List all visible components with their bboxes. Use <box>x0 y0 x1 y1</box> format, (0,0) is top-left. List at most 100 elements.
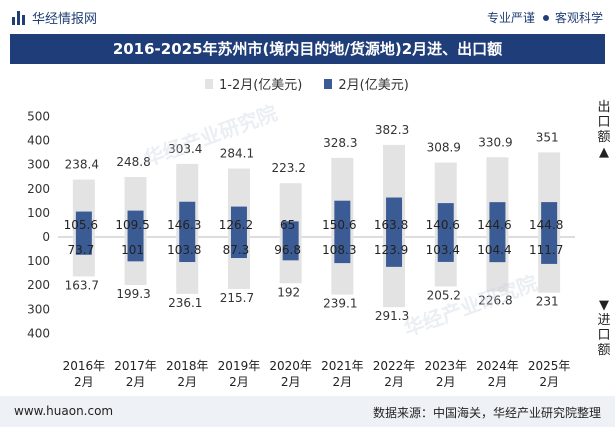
bar-feb-export <box>75 211 92 237</box>
bar-feb-export <box>282 221 299 237</box>
label-feb-import: 123.9 <box>374 243 408 257</box>
label-feb-export: 144.6 <box>477 218 511 232</box>
legend-item-feb[interactable]: 2月(亿美元) <box>324 74 409 93</box>
label-jan-feb-import: 236.1 <box>168 296 202 310</box>
label-feb-import: 104.4 <box>477 243 511 257</box>
x-tick-label: 2017年 <box>114 359 157 373</box>
y-tick-label: 200 <box>27 278 50 292</box>
label-feb-import: 108.3 <box>322 243 356 257</box>
brand-name: 华经情报网 <box>32 12 98 27</box>
tagline-left: 专业严谨 <box>486 11 535 25</box>
import-side-text: 进口额 <box>597 313 611 358</box>
label-jan-feb-import: 215.7 <box>220 291 254 305</box>
chart-legend: 1-2月(亿美元) 2月(亿美元) <box>205 74 409 93</box>
chart-plot: 400 300 200 100 0 100 200 300 400 500 238.4 163.7 10… <box>27 110 575 389</box>
bar-feb-export <box>230 206 247 237</box>
x-tick-label: 2022年 <box>373 359 416 373</box>
footer: www.huaon.com 数据来源：中国海关，华经产业研究院整理 <box>0 396 615 427</box>
label-feb-export: 105.6 <box>64 218 98 232</box>
bar-feb-export <box>541 202 558 237</box>
dot-icon <box>542 15 549 21</box>
y-tick-label: 400 <box>27 134 50 148</box>
legend-label-feb: 2月(亿美元) <box>338 78 409 93</box>
x-tick-label: 2018年 <box>166 359 209 373</box>
label-feb-import: 101 <box>121 243 144 257</box>
label-feb-import: 87.3 <box>223 243 250 257</box>
bar-feb-export <box>334 200 351 237</box>
label-jan-feb-export: 308.9 <box>427 141 461 155</box>
brand[interactable]: 华经情报网 <box>12 8 97 27</box>
x-tick-label: 2月 <box>281 375 301 389</box>
label-feb-import: 103.4 <box>426 243 460 257</box>
export-side-label: 出口额 ▲ <box>597 100 611 160</box>
x-tick-label: 2023年 <box>424 359 467 373</box>
x-tick-label: 2月 <box>436 375 456 389</box>
x-tick-label: 2月 <box>126 375 146 389</box>
y-tick-label: 300 <box>27 158 50 172</box>
bar-feb-import <box>541 237 558 264</box>
legend-swatch-jan-feb <box>205 78 213 89</box>
y-tick-label: 0 <box>42 230 50 244</box>
x-tick-label: 2月 <box>384 375 404 389</box>
label-jan-feb-export: 284.1 <box>220 147 254 161</box>
x-tick-label: 2016年 <box>63 359 106 373</box>
label-jan-feb-import: 239.1 <box>323 297 357 311</box>
up-arrow-icon: ▲ <box>599 145 609 160</box>
legend-swatch-feb <box>324 78 333 89</box>
footer-url[interactable]: www.huaon.com <box>14 404 114 418</box>
legend-item-jan-feb[interactable]: 1-2月(亿美元) <box>205 74 302 93</box>
x-tick-label: 2月 <box>333 375 353 389</box>
y-tick-label: 500 <box>27 110 50 124</box>
bar-feb-export <box>179 201 196 237</box>
import-side-label: ▼ 进口额 <box>597 298 611 358</box>
x-tick-label: 2月 <box>229 375 249 389</box>
bar-feb-export <box>386 197 403 237</box>
label-jan-feb-export: 238.4 <box>65 158 99 172</box>
x-tick-label: 2024年 <box>476 359 519 373</box>
bar-feb-import <box>230 237 247 259</box>
bar-feb-export <box>127 210 144 237</box>
footer-source: 数据来源：中国海关，华经产业研究院整理 <box>372 406 601 420</box>
bar-feb-import <box>334 237 351 264</box>
x-tick-label: 2月 <box>488 375 508 389</box>
label-jan-feb-export: 382.3 <box>375 123 409 137</box>
y-tick-label: 100 <box>27 254 50 268</box>
label-feb-export: 140.6 <box>426 218 460 232</box>
label-feb-export: 109.5 <box>115 218 149 232</box>
x-tick-label: 2月 <box>177 375 197 389</box>
chart-title: 2016-2025年苏州市(境内目的地/货源地)2月进、出口额 <box>112 40 503 58</box>
label-feb-export: 163.8 <box>374 218 408 232</box>
x-tick-label: 2020年 <box>269 359 312 373</box>
title-bar: 2016-2025年苏州市(境内目的地/货源地)2月进、出口额 <box>10 34 605 64</box>
label-jan-feb-export: 248.8 <box>116 155 150 169</box>
label-jan-feb-import: 231 <box>536 295 559 309</box>
label-jan-feb-export: 223.2 <box>271 161 305 175</box>
y-tick-label: 200 <box>27 182 50 196</box>
label-jan-feb-import: 291.3 <box>375 309 409 323</box>
label-jan-feb-import: 199.3 <box>116 287 150 301</box>
bar-feb-export <box>489 202 506 237</box>
label-jan-feb-export: 351 <box>536 130 559 144</box>
y-tick-label: 400 <box>27 326 50 340</box>
bar-feb-import <box>282 237 299 261</box>
x-tick-label: 2月 <box>74 375 94 389</box>
label-jan-feb-export: 330.9 <box>478 135 512 149</box>
top-bar: 华经情报网 专业严谨 客观科学 <box>0 0 615 34</box>
label-jan-feb-import: 226.8 <box>478 294 512 308</box>
y-tick-label: 300 <box>27 302 50 316</box>
brand-logo-icon <box>12 10 26 25</box>
label-feb-import: 73.7 <box>67 243 94 257</box>
label-jan-feb-import: 205.2 <box>427 288 461 302</box>
label-feb-import: 111.7 <box>529 243 563 257</box>
bar-feb-import <box>75 237 92 255</box>
tagline: 专业严谨 客观科学 <box>487 9 603 26</box>
label-feb-export: 144.8 <box>529 218 563 232</box>
label-jan-feb-import: 192 <box>277 285 300 299</box>
label-feb-import: 103.8 <box>167 243 201 257</box>
bar-feb-export <box>437 203 454 237</box>
label-feb-export: 65 <box>280 218 295 232</box>
x-tick-label: 2021年 <box>321 359 364 373</box>
bar-feb-import <box>179 237 196 263</box>
legend-label-jan-feb: 1-2月(亿美元) <box>219 78 303 93</box>
label-feb-export: 150.6 <box>322 218 356 232</box>
